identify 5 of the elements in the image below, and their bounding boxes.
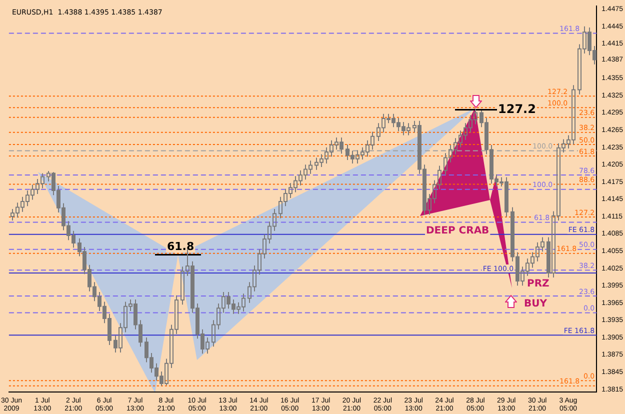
- annotation: PRZ: [527, 278, 550, 290]
- annotation: 127.2: [498, 102, 536, 116]
- annotation: 61.8: [167, 240, 194, 253]
- annotation: DEEP CRAB: [426, 226, 490, 237]
- annotation: BUY: [524, 298, 548, 310]
